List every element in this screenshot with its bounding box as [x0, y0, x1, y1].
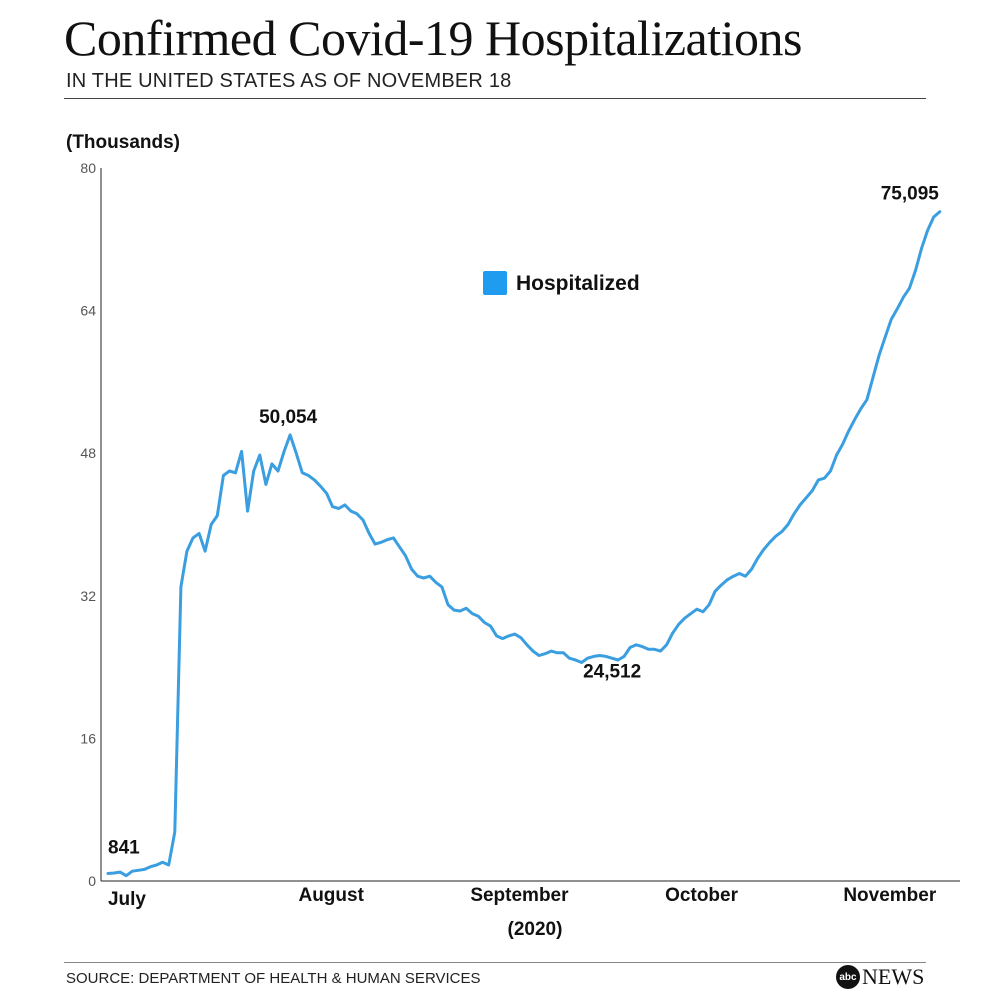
data-annotations: 841 50,054 24,512 75,095 [108, 184, 939, 859]
legend-label: Hospitalized [516, 272, 640, 295]
footer-divider [64, 962, 926, 963]
source-note: SOURCE: DEPARTMENT OF HEALTH & HUMAN SER… [66, 970, 481, 987]
y-tick-label: 0 [88, 873, 96, 889]
y-tick-label: 16 [80, 730, 96, 746]
header-divider [64, 98, 926, 99]
data-label: 50,054 [259, 407, 318, 428]
legend: Hospitalized [483, 271, 640, 295]
x-axis-label: (2020) [508, 919, 563, 940]
y-tick-labels: 0 16 32 48 64 80 [80, 160, 96, 889]
x-tick-label: August [298, 885, 364, 906]
abc-logo-mark: abc [836, 965, 860, 989]
y-tick-label: 32 [80, 588, 96, 604]
series-line-hospitalized [106, 210, 942, 878]
x-tick-label: November [843, 885, 937, 906]
x-tick-labels: July August September October November [108, 885, 937, 910]
y-tick-label: 80 [80, 160, 96, 176]
chart-title: Confirmed Covid-19 Hospitalizations [64, 10, 802, 66]
chart-subtitle: IN THE UNITED STATES AS OF NOVEMBER 18 [66, 70, 512, 92]
y-tick-label: 64 [80, 303, 96, 319]
line-chart: (Thousands) 0 16 32 48 64 80 July August Septem… [66, 132, 960, 940]
abc-news-logo: abc NEWS [836, 964, 924, 990]
x-tick-label: October [665, 885, 738, 906]
x-tick-label: July [108, 889, 146, 910]
legend-swatch [483, 271, 507, 295]
data-label: 24,512 [583, 661, 641, 682]
data-label: 841 [108, 838, 140, 859]
y-tick-label: 48 [80, 445, 96, 461]
news-wordmark: NEWS [862, 964, 925, 989]
data-label: 75,095 [881, 184, 940, 205]
x-tick-label: September [470, 885, 569, 906]
y-unit-label: (Thousands) [66, 132, 180, 153]
